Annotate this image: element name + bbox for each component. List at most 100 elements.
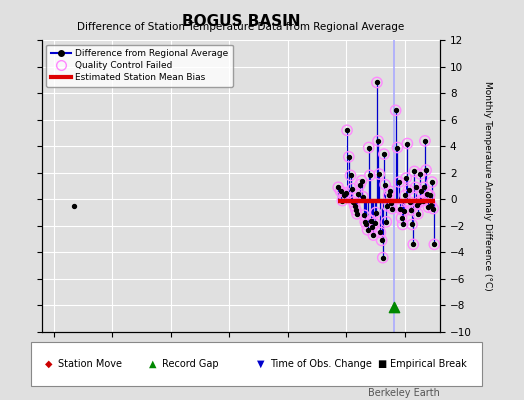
Point [407,207,415,213]
Point [428,179,436,185]
Point [334,184,343,190]
Point [360,212,368,218]
Point [334,184,343,190]
Point [405,187,413,193]
Point [395,179,403,185]
Text: BOGUS BASIN: BOGUS BASIN [182,14,300,29]
Point [386,188,394,194]
Point [390,304,399,310]
Point [342,190,350,196]
Point [369,232,378,238]
Point [402,175,410,181]
Point [412,201,421,208]
Point [351,203,359,209]
Point [354,191,363,197]
Point [346,172,355,178]
Point [367,217,375,224]
Point [407,207,415,213]
Point [425,192,434,198]
Point [417,188,425,194]
Point [423,191,431,197]
Point [369,232,378,238]
Point [365,144,373,151]
Point [373,79,381,86]
Point [420,184,428,190]
Point [388,205,396,212]
Point [420,184,428,190]
Point [396,205,405,212]
Point [336,188,345,194]
Point [345,154,353,160]
Point [412,201,421,208]
Point [70,203,78,209]
Text: ▼: ▼ [257,359,264,369]
Point [387,200,395,206]
Point [424,204,433,210]
Y-axis label: Monthly Temperature Anomaly Difference (°C): Monthly Temperature Anomaly Difference (… [483,81,492,291]
Text: ▲: ▲ [149,359,157,369]
Point [409,241,418,248]
Point [428,179,436,185]
Point [398,221,407,228]
Point [385,192,393,198]
Point [370,220,379,226]
Point [374,138,383,144]
Point [370,220,379,226]
Point [348,186,356,192]
Point [358,194,367,200]
Point [375,171,384,177]
Point [338,197,346,204]
Point [372,209,380,216]
Text: ■: ■ [377,359,387,369]
Point [418,197,427,204]
Point [425,192,434,198]
Point [372,209,380,216]
Point [374,138,383,144]
Point [406,199,414,205]
Point [388,205,396,212]
Point [397,215,406,221]
Point [373,79,381,86]
Point [414,211,422,217]
Point [396,205,405,212]
Point [336,188,345,194]
Point [368,224,376,230]
Point [430,241,439,248]
Point [429,205,438,212]
Point [410,168,419,174]
Point [429,205,438,212]
Point [356,182,364,188]
Point [418,197,427,204]
Point [342,190,350,196]
Legend: Difference from Regional Average, Quality Control Failed, Estimated Station Mean: Difference from Regional Average, Qualit… [47,44,233,87]
Point [408,221,416,228]
Point [356,182,364,188]
Point [387,200,395,206]
Point [350,199,358,205]
Point [367,217,375,224]
Point [357,178,366,184]
Point [348,186,356,192]
Point [377,237,386,244]
Point [385,192,393,198]
Point [427,201,435,208]
Point [400,208,408,214]
Point [354,191,363,197]
Point [393,144,401,151]
Point [362,221,370,228]
Point [406,199,414,205]
Point [405,187,413,193]
Point [430,241,439,248]
Point [403,140,411,147]
Point [383,203,391,209]
Point [353,211,361,217]
Point [393,144,401,151]
Point [360,212,368,218]
Point [376,229,385,236]
Point [343,127,351,134]
Point [346,172,355,178]
Point [409,241,418,248]
Point [391,107,400,114]
Point [422,167,430,173]
Text: ◆: ◆ [45,359,52,369]
